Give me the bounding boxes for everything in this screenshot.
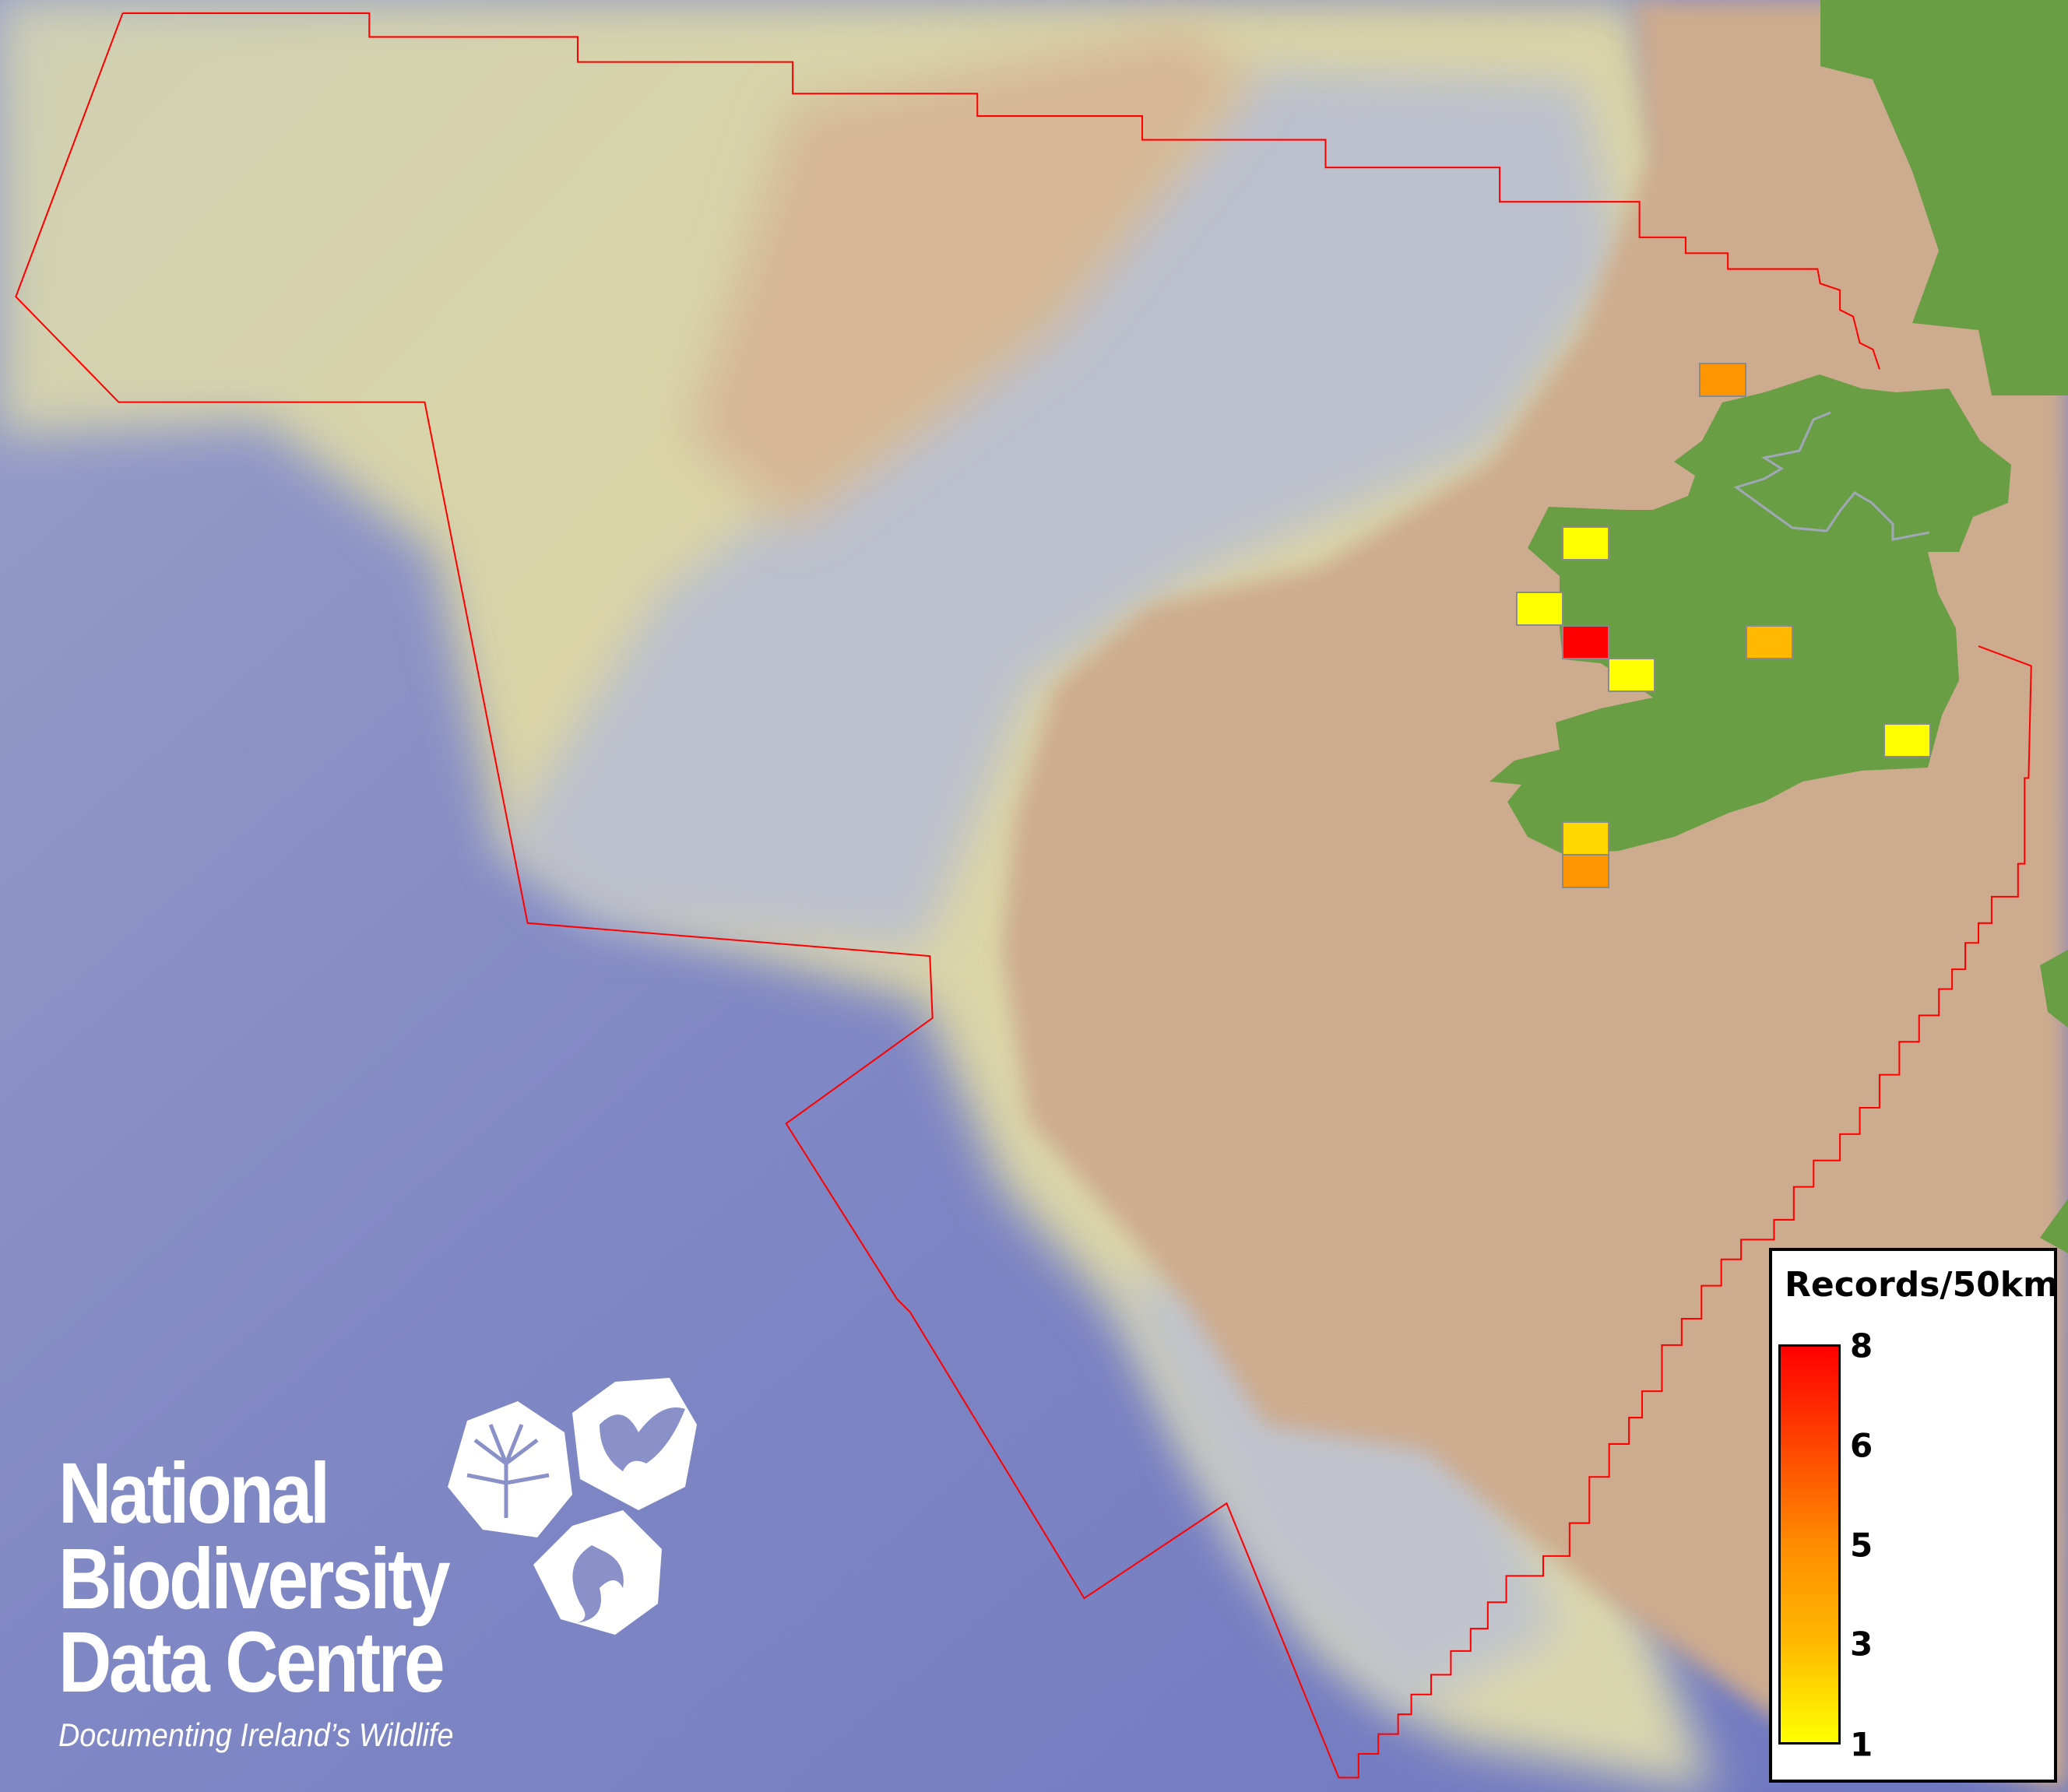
legend: Records/50km 8 6 5 3 1 xyxy=(1769,1248,2059,1783)
logo-title-line-3: Data Centre xyxy=(58,1615,445,1710)
land-scotland xyxy=(1820,0,2068,395)
seahorse-icon xyxy=(533,1510,662,1635)
logo-title-line-2: Biodiversity xyxy=(58,1531,451,1627)
record-square[interactable] xyxy=(1516,592,1563,626)
ni-border-line xyxy=(1733,411,1930,541)
land-england xyxy=(2040,950,2068,1028)
slope-channel xyxy=(501,66,1623,950)
record-square[interactable] xyxy=(1746,625,1793,659)
butterfly-icon xyxy=(572,1378,697,1510)
record-square[interactable] xyxy=(1883,723,1931,757)
logo-tagline: Documenting Ireland’s Wildlife xyxy=(58,1716,454,1753)
record-grid-squares xyxy=(1516,363,1931,888)
boundary-line-west xyxy=(15,12,2032,1779)
record-square[interactable] xyxy=(1562,821,1609,856)
tree-icon xyxy=(448,1401,572,1537)
legend-tick-label: 3 xyxy=(1850,1625,1873,1664)
land-wales-south xyxy=(2040,1199,2068,1253)
eez-boundary xyxy=(15,12,2032,1779)
record-square[interactable] xyxy=(1562,854,1609,888)
legend-colorbar xyxy=(1778,1344,1841,1745)
record-square[interactable] xyxy=(1608,658,1655,692)
record-square[interactable] xyxy=(1699,363,1746,397)
nbdc-logo-mark xyxy=(448,1378,697,1635)
logo-title-line-1: National xyxy=(58,1446,330,1541)
record-square[interactable] xyxy=(1562,625,1609,659)
legend-tick-label: 6 xyxy=(1850,1426,1873,1465)
legend-tick-label: 8 xyxy=(1850,1326,1873,1365)
legend-tick-label: 5 xyxy=(1850,1526,1873,1565)
legend-title: Records/50km xyxy=(1785,1265,2059,1305)
land-ireland xyxy=(1489,374,2011,854)
bank-tan xyxy=(686,26,1253,528)
record-square[interactable] xyxy=(1562,526,1609,560)
legend-tick-label: 1 xyxy=(1850,1725,1873,1764)
boundary-line-north xyxy=(122,12,1880,370)
